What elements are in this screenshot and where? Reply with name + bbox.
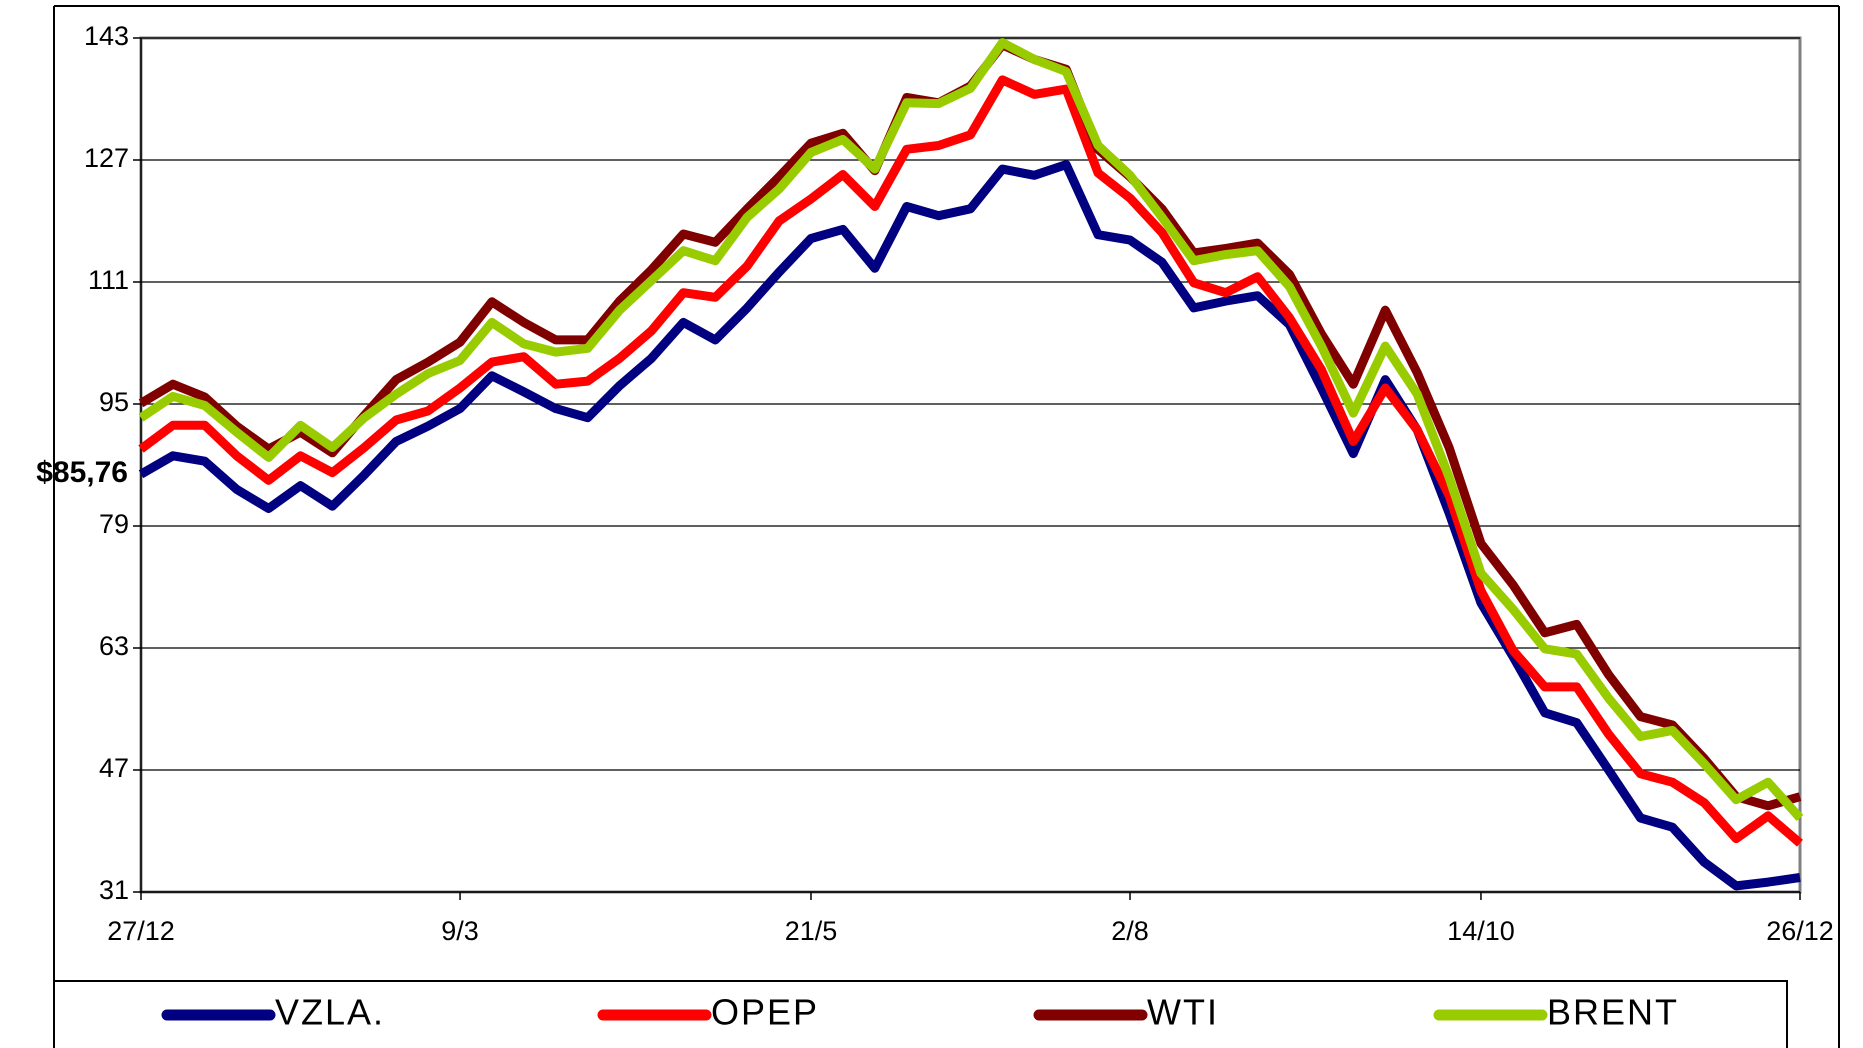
legend-label: OPEP xyxy=(711,992,819,1033)
plot-area xyxy=(139,36,1802,894)
x-tick-label: 2/8 xyxy=(1111,916,1149,946)
y-tick-label: 95 xyxy=(99,387,129,417)
series-line xyxy=(138,38,1804,821)
annotation: $85,76 xyxy=(36,456,128,489)
y-tick-label: 143 xyxy=(84,21,129,51)
legend-label: VZLA. xyxy=(275,992,385,1033)
x-tick-label: 9/3 xyxy=(441,916,479,946)
y-tick-label: 63 xyxy=(99,631,129,661)
y-tick-label: 127 xyxy=(84,143,129,173)
x-tick-label: 26/12 xyxy=(1766,916,1834,946)
x-tick-label: 27/12 xyxy=(107,916,175,946)
y-tick-label: 31 xyxy=(99,875,129,905)
series-line xyxy=(138,160,1801,891)
y-tick-label: 111 xyxy=(88,265,129,295)
y-tick-label: 79 xyxy=(99,509,129,539)
y-tick-label: 47 xyxy=(99,753,129,783)
legend-label: WTI xyxy=(1147,992,1219,1033)
series-line xyxy=(138,75,1803,847)
x-tick-label: 21/5 xyxy=(785,916,838,946)
legend-label: BRENT xyxy=(1547,992,1679,1033)
x-tick-label: 14/10 xyxy=(1447,916,1515,946)
